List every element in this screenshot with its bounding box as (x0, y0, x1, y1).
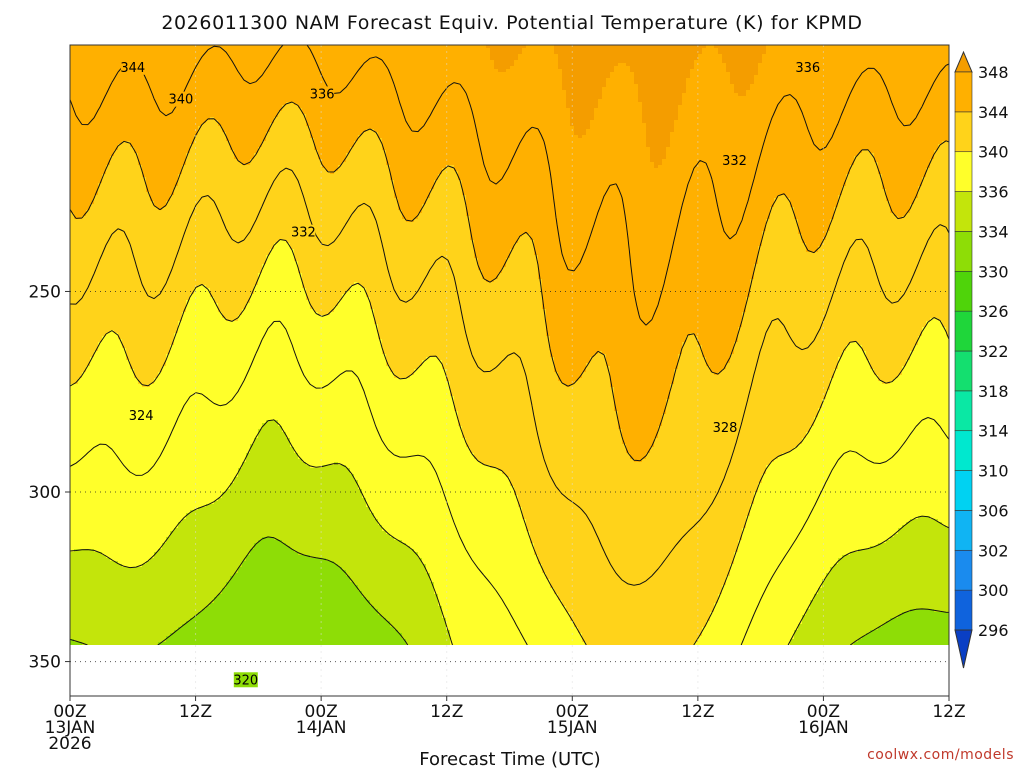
site-credit: coolwx.com/models (867, 747, 1014, 763)
x-tick-label: 12Z (932, 702, 965, 722)
colorbar-segment (955, 391, 972, 431)
colorbar-bottom-arrow (955, 630, 972, 668)
colorbar-segment (955, 72, 972, 112)
colorbar-label: 348 (978, 63, 1009, 82)
colorbar-segment (955, 510, 972, 550)
x-tick-label: 14JAN (296, 718, 347, 738)
colorbar-segment (955, 351, 972, 391)
colorbar-label: 340 (978, 143, 1009, 162)
contour-label: 324 (129, 409, 154, 424)
contour-label: 332 (291, 226, 316, 241)
colorbar-label: 322 (978, 342, 1009, 361)
y-tick-label: 250 (29, 282, 61, 302)
colorbar-label: 334 (978, 222, 1009, 241)
colorbar-label: 326 (978, 302, 1009, 321)
colorbar-label: 344 (978, 103, 1009, 122)
y-axis: 2503003504004505005506006507007508008509… (18, 282, 70, 768)
colorbar-segment (955, 550, 972, 590)
colorbar-label: 296 (978, 621, 1009, 640)
y-tick-label: 300 (29, 483, 61, 503)
colorbar-segment (955, 431, 972, 471)
colorbar-top-arrow (955, 52, 972, 72)
colorbar-segment (955, 152, 972, 192)
colorbar-segment (955, 271, 972, 311)
x-axis-label: Forecast Time (UTC) (419, 749, 600, 768)
colorbar-segment (955, 192, 972, 232)
colorbar-label: 300 (978, 581, 1009, 600)
x-tick-label: 12Z (430, 702, 463, 722)
colorbar-segment (955, 112, 972, 152)
colorbar-segment (955, 471, 972, 511)
colorbar: 296 300 302 306 310 314 318 322 326 330 334 336 340 3… (955, 52, 1009, 668)
colorbar-label: 302 (978, 541, 1009, 560)
contour-label: 336 (310, 87, 335, 102)
colorbar-segment (955, 590, 972, 630)
colorbar-label: 310 (978, 462, 1009, 481)
x-tick-label: 16JAN (798, 718, 849, 738)
colorbar-label: 318 (978, 382, 1009, 401)
contour-label: 328 (713, 421, 738, 436)
x-tick-label: 12Z (179, 702, 212, 722)
colorbar-label: 306 (978, 501, 1009, 520)
contour-label: 336 (795, 61, 820, 76)
contour-label: 340 (169, 93, 194, 108)
theta-e-field (70, 45, 951, 646)
y-tick-label: 350 (29, 653, 61, 673)
contour-label: 320 (233, 673, 258, 688)
x-tick-label: 12Z (681, 702, 714, 722)
colorbar-label: 314 (978, 422, 1009, 441)
x-tick-label: 2026 (48, 734, 91, 754)
colorbar-label: 330 (978, 262, 1009, 281)
x-tick-label: 15JAN (547, 718, 598, 738)
chart-title: 2026011300 NAM Forecast Equiv. Potential… (161, 12, 862, 34)
contour-label: 344 (120, 61, 145, 76)
contour-label: 332 (722, 154, 747, 169)
colorbar-segment (955, 311, 972, 351)
colorbar-label: 336 (978, 183, 1009, 202)
colorbar-segment (955, 231, 972, 271)
